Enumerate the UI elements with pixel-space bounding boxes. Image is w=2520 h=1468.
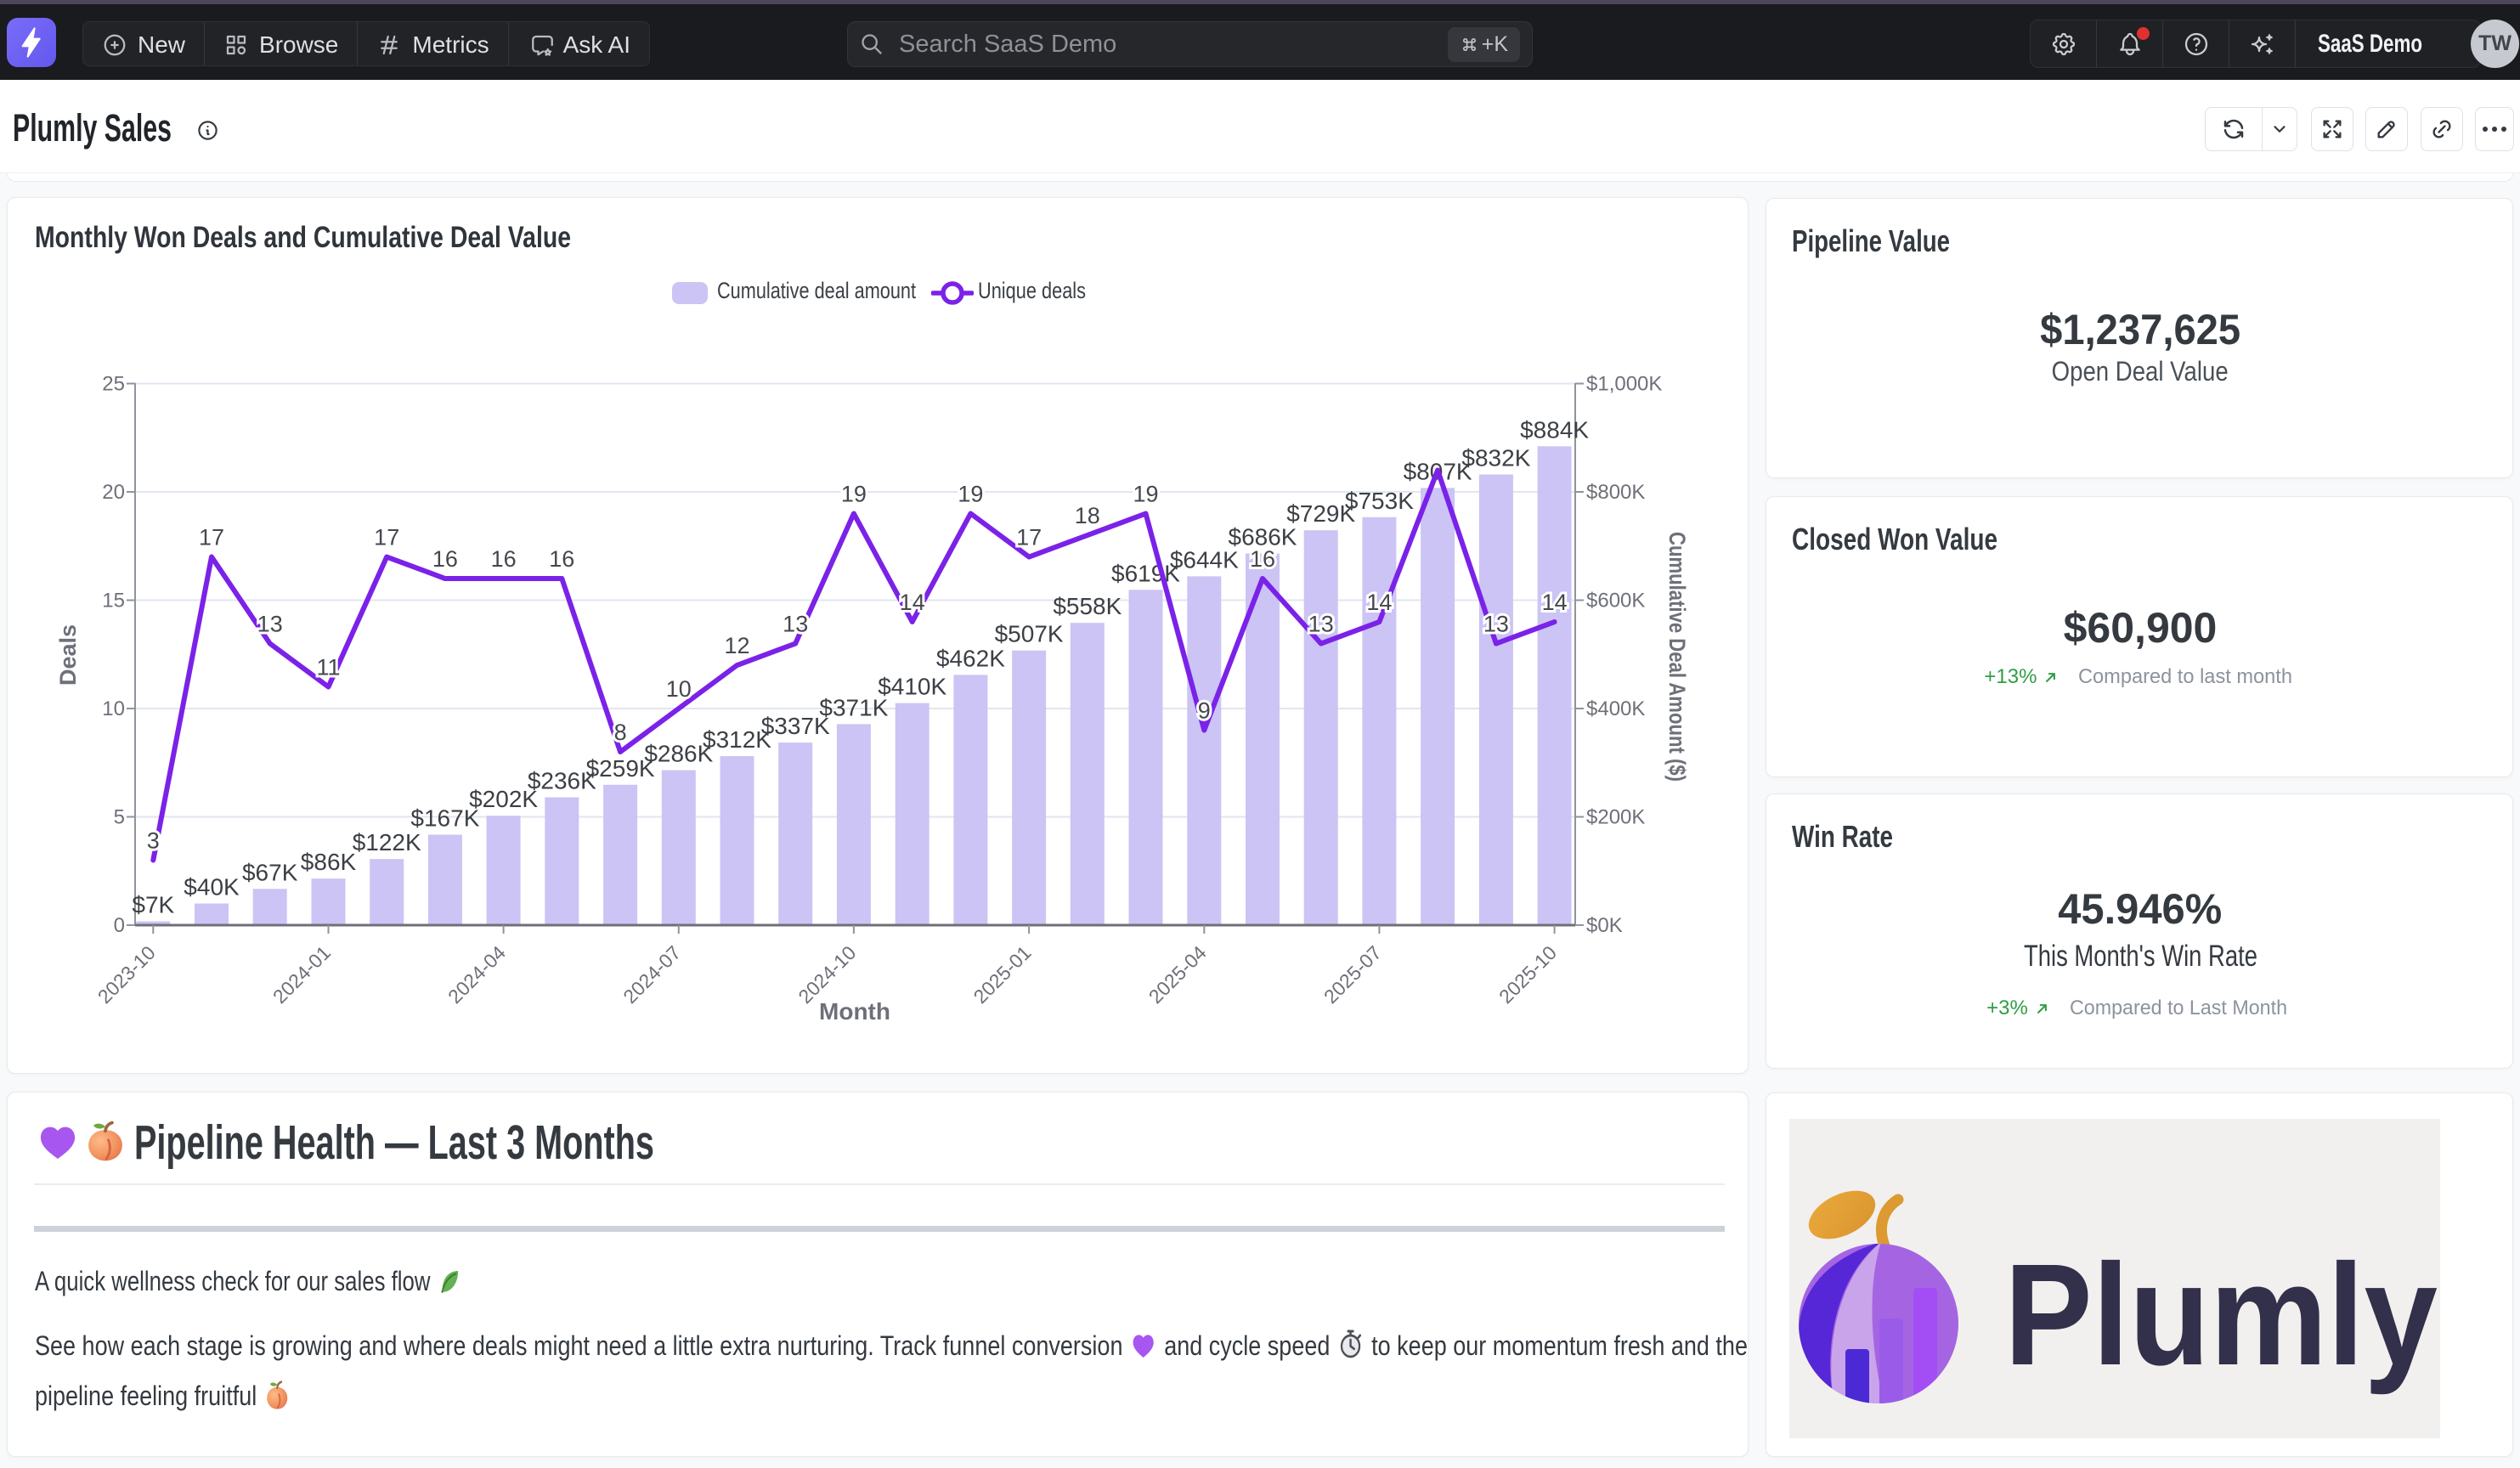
svg-text:$558K: $558K (1053, 593, 1122, 619)
svg-text:$67K: $67K (242, 859, 298, 885)
svg-text:2023-10: 2023-10 (93, 941, 160, 1008)
svg-text:2024-01: 2024-01 (268, 941, 335, 1008)
svg-text:Month: Month (819, 998, 890, 1025)
svg-text:$236K: $236K (528, 768, 596, 794)
svg-text:$312K: $312K (703, 726, 771, 753)
svg-text:16: 16 (1250, 546, 1275, 572)
svg-text:$507K: $507K (995, 621, 1064, 647)
svg-text:$286K: $286K (644, 741, 713, 767)
svg-text:$202K: $202K (469, 786, 538, 812)
svg-text:13: 13 (1483, 612, 1509, 637)
svg-text:$729K: $729K (1286, 500, 1355, 527)
svg-text:13: 13 (257, 612, 283, 637)
svg-text:0: 0 (114, 914, 125, 937)
svg-text:$0K: $0K (1586, 914, 1623, 937)
svg-text:19: 19 (1133, 482, 1158, 507)
svg-text:16: 16 (432, 546, 458, 572)
svg-text:$753K: $753K (1345, 488, 1414, 514)
svg-text:$462K: $462K (936, 645, 1005, 671)
svg-text:13: 13 (1308, 612, 1334, 637)
svg-text:5: 5 (114, 806, 125, 829)
svg-text:$122K: $122K (353, 829, 421, 855)
svg-text:12: 12 (724, 633, 749, 658)
svg-text:$200K: $200K (1586, 806, 1645, 829)
svg-text:10: 10 (102, 697, 125, 720)
svg-text:2025-10: 2025-10 (1494, 941, 1561, 1008)
svg-text:$884K: $884K (1520, 416, 1589, 443)
svg-text:2025-04: 2025-04 (1144, 941, 1211, 1008)
svg-text:2024-07: 2024-07 (619, 941, 685, 1008)
svg-text:$1,000K: $1,000K (1586, 373, 1662, 396)
svg-text:$371K: $371K (819, 694, 888, 720)
svg-text:$600K: $600K (1586, 590, 1645, 613)
svg-text:$40K: $40K (184, 874, 240, 901)
svg-text:$800K: $800K (1586, 481, 1645, 504)
svg-text:2025-01: 2025-01 (969, 941, 1036, 1008)
svg-text:$86K: $86K (301, 849, 357, 875)
svg-text:2025-07: 2025-07 (1319, 941, 1386, 1008)
svg-text:$337K: $337K (761, 713, 830, 739)
svg-text:$167K: $167K (410, 805, 479, 832)
svg-text:18: 18 (1075, 503, 1100, 528)
svg-text:17: 17 (199, 525, 224, 550)
svg-text:14: 14 (900, 590, 925, 615)
svg-text:$686K: $686K (1229, 524, 1297, 550)
svg-text:20: 20 (102, 481, 125, 504)
svg-text:$400K: $400K (1586, 697, 1645, 720)
svg-text:$832K: $832K (1461, 445, 1530, 471)
svg-text:19: 19 (958, 482, 983, 507)
svg-text:17: 17 (374, 525, 399, 550)
svg-text:16: 16 (549, 546, 574, 572)
svg-text:$7K: $7K (132, 892, 174, 918)
svg-text:16: 16 (491, 546, 517, 572)
svg-text:19: 19 (841, 482, 867, 507)
svg-text:10: 10 (666, 676, 692, 702)
svg-text:14: 14 (1366, 590, 1392, 615)
svg-text:9: 9 (1198, 698, 1211, 724)
svg-text:Plumly: Plumly (2004, 1234, 2438, 1396)
svg-text:Cumulative Deal Amount ($): Cumulative Deal Amount ($) (1664, 532, 1690, 782)
svg-text:$410K: $410K (878, 674, 946, 700)
svg-text:13: 13 (783, 612, 808, 637)
svg-text:8: 8 (614, 720, 627, 745)
svg-text:14: 14 (1542, 590, 1568, 615)
svg-text:17: 17 (1016, 525, 1042, 550)
svg-text:$644K: $644K (1170, 546, 1239, 573)
svg-text:2024-04: 2024-04 (444, 941, 510, 1008)
svg-text:$259K: $259K (586, 755, 655, 782)
svg-text:15: 15 (102, 590, 125, 613)
svg-text:11: 11 (316, 655, 340, 680)
svg-text:$619K: $619K (1111, 560, 1180, 586)
svg-text:Deals: Deals (55, 624, 81, 686)
svg-text:25: 25 (102, 373, 125, 396)
svg-text:3: 3 (147, 828, 160, 854)
